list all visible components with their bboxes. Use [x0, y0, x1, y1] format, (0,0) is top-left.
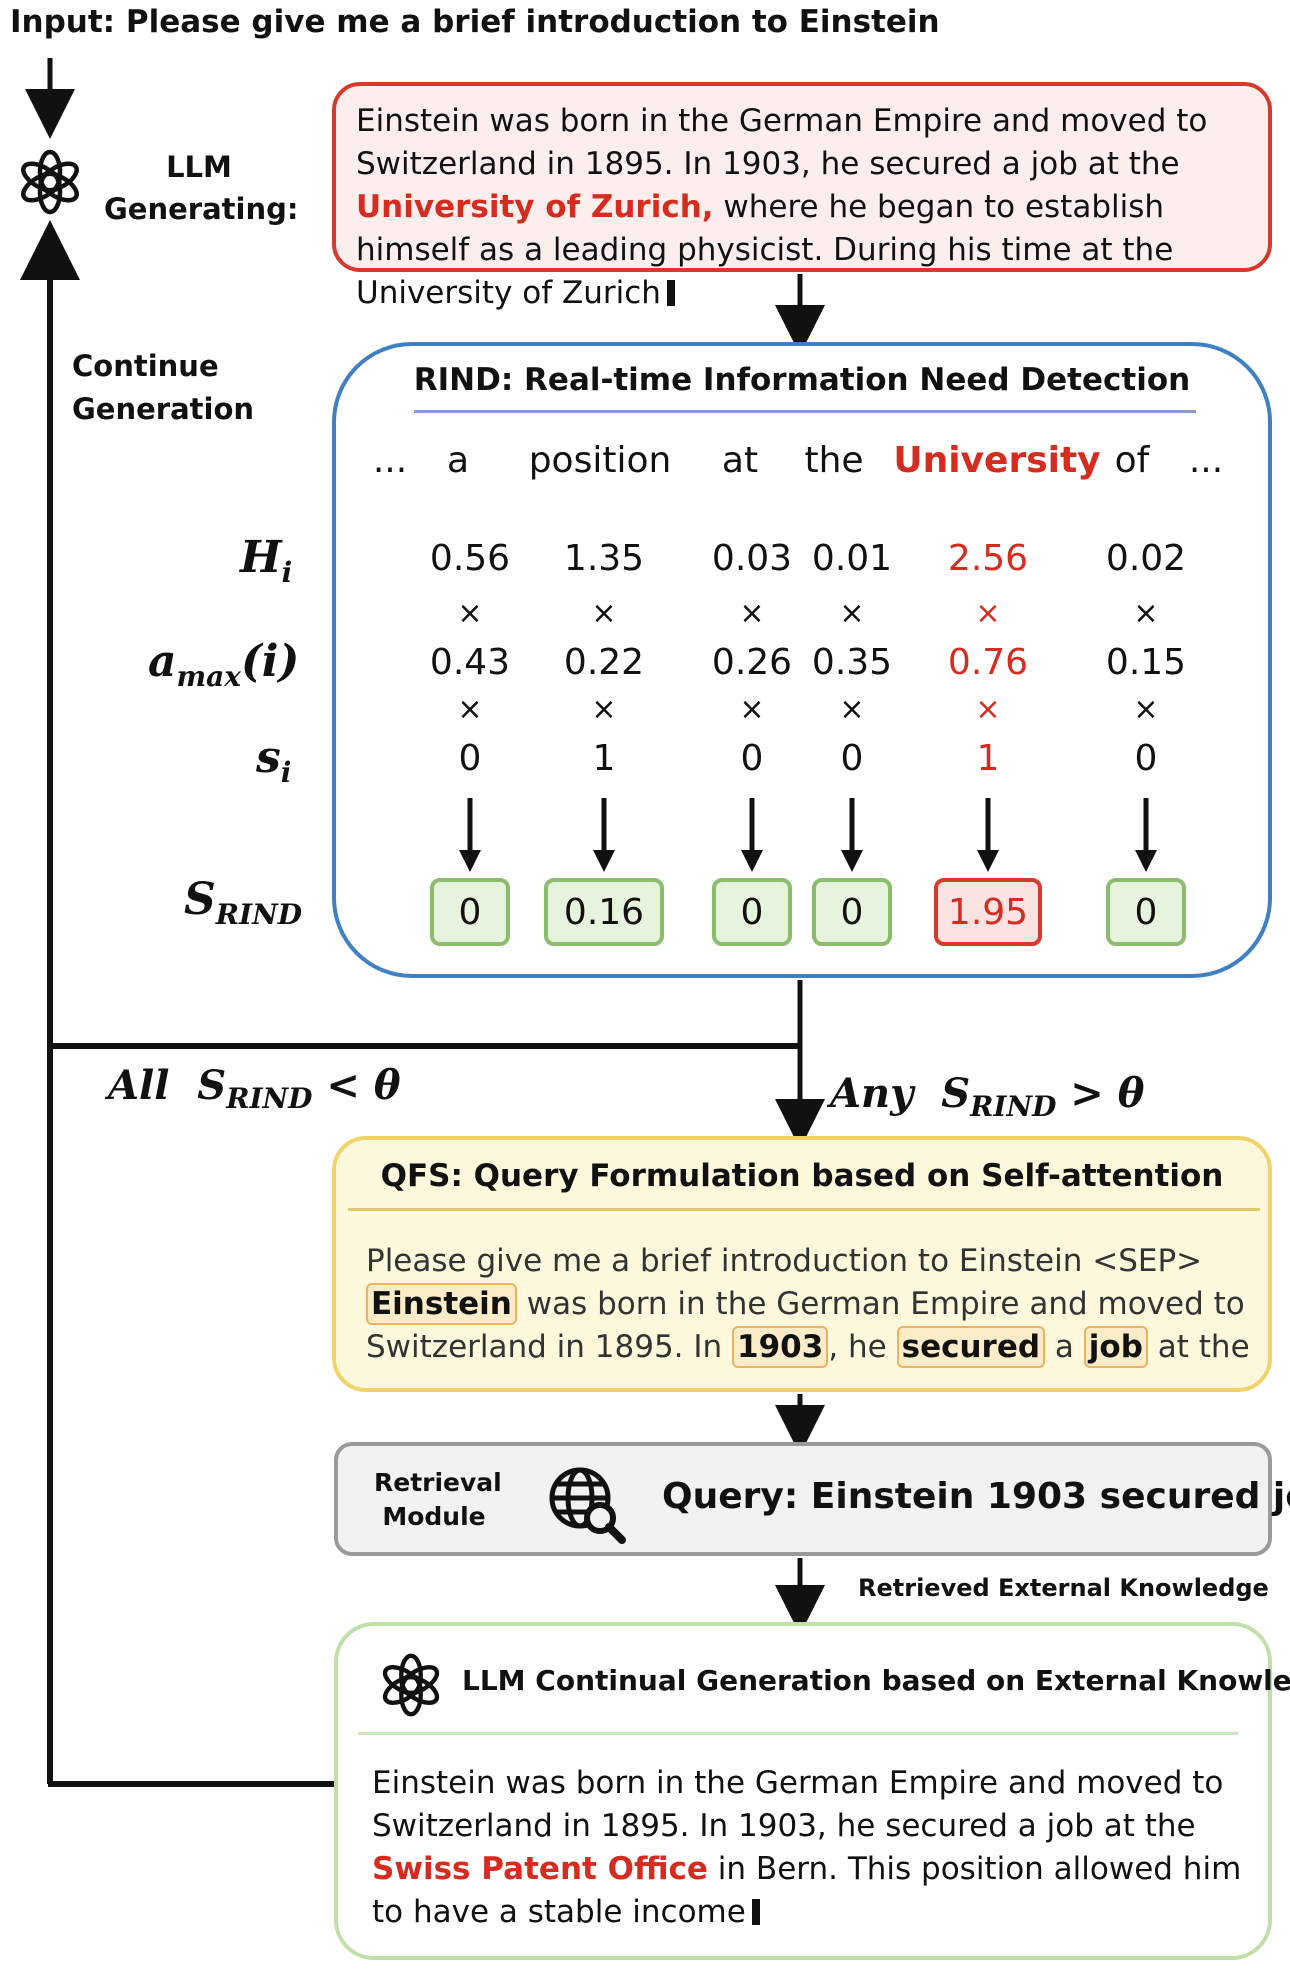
generated-text: Einstein was born in the German Empire a… [356, 103, 1208, 311]
rind-token: at [721, 440, 759, 481]
generated-text-box: Einstein was born in the German Empire a… [332, 82, 1272, 311]
continual-generation-highlight: Swiss Patent Office [372, 1851, 708, 1887]
all-below-threshold-condition: All SRIND < θ [108, 1062, 401, 1115]
multiply-symbol: × [839, 596, 865, 631]
semantic-value: 1 [592, 738, 616, 779]
attention-value: 0.35 [811, 642, 893, 683]
text-cursor [751, 1899, 760, 1925]
continue-generation-label: Continue Generation [72, 349, 255, 426]
multiply-symbol: × [591, 692, 617, 727]
multiply-symbol: × [591, 596, 617, 631]
column-arrow-head [977, 850, 999, 872]
attention-value: 0.26 [711, 642, 793, 683]
entropy-row-label: Hi [240, 532, 293, 589]
rind-token: position [528, 440, 672, 481]
multiply-symbol: × [975, 692, 1001, 727]
rind-token: ... [372, 440, 408, 481]
rind-token: University [893, 440, 1101, 481]
qfs-text: Please give me a brief introduction to E… [366, 1240, 1266, 1369]
column-arrow-head [459, 850, 481, 872]
semantic-row-label: si [256, 732, 292, 789]
semantic-value: 0 [740, 738, 764, 779]
any-above-threshold-condition: Any SRIND > θ [830, 1070, 1145, 1123]
attention-value: 0.22 [563, 642, 645, 683]
text-cursor [666, 280, 675, 306]
rind-panel: RIND: Real-time Information Need Detecti… [332, 342, 1272, 978]
rind-score-box: 1.95 [934, 878, 1042, 946]
column-arrow-head [1135, 850, 1157, 872]
rind-score-box: 0 [712, 878, 792, 946]
attention-row-label: amax(i) [148, 636, 300, 693]
globe-search-icon [549, 1467, 626, 1544]
attention-value: 0.15 [1105, 642, 1187, 683]
rind-title: RIND: Real-time Information Need Detecti… [413, 362, 1191, 398]
semantic-value: 0 [840, 738, 864, 779]
qfs-title: QFS: Query Formulation based on Self-att… [380, 1158, 1224, 1194]
qfs-keyword: Einstein [366, 1283, 517, 1325]
openai-logo-icon [21, 149, 79, 215]
retrieved-knowledge-label: Retrieved External Knowledge [858, 1574, 1269, 1602]
llm-generating-label: LLM Generating: [104, 150, 299, 226]
rind-token: ... [1188, 440, 1224, 481]
rind-score-box: 0.16 [544, 878, 664, 946]
entropy-value: 0.56 [429, 538, 511, 579]
continual-generation-text: Einstein was born in the German Empire a… [372, 1765, 1242, 1930]
retrieval-module-panel: Retrieval Module Query: Einstein 1903 se… [334, 1442, 1290, 1556]
multiply-symbol: × [975, 596, 1001, 631]
rind-score-box: 0 [1106, 878, 1186, 946]
multiply-symbol: × [839, 692, 865, 727]
rind-divider [414, 410, 1196, 413]
retrieval-module-label: Retrieval Module [374, 1468, 502, 1531]
rind-token: of [1114, 440, 1150, 481]
rind-token: the [804, 440, 864, 481]
entropy-value: 2.56 [947, 538, 1029, 579]
qfs-keyword: job [1083, 1326, 1148, 1368]
attention-value: 0.76 [947, 642, 1029, 683]
rind-token: a [446, 440, 470, 481]
rind-score-box: 0 [430, 878, 510, 946]
qfs-keyword: secured [896, 1326, 1046, 1368]
qfs-panel: QFS: Query Formulation based on Self-att… [332, 1136, 1272, 1392]
multiply-symbol: × [1133, 692, 1159, 727]
score-row-label: SRIND [184, 874, 303, 931]
continual-generation-panel: LLM Continual Generation based on Extern… [334, 1622, 1290, 1960]
multiply-symbol: × [739, 596, 765, 631]
generated-text-highlight: University of Zurich, [356, 189, 714, 225]
entropy-value: 1.35 [563, 538, 645, 579]
semantic-value: 1 [976, 738, 1000, 779]
entropy-value: 0.03 [711, 538, 793, 579]
qfs-keyword: 1903 [732, 1326, 829, 1368]
column-arrow-head [741, 850, 763, 872]
continual-generation-divider [358, 1732, 1238, 1735]
semantic-value: 0 [458, 738, 482, 779]
column-arrow-head [841, 850, 863, 872]
semantic-value: 0 [1134, 738, 1158, 779]
multiply-symbol: × [739, 692, 765, 727]
entropy-value: 0.01 [811, 538, 893, 579]
attention-value: 0.43 [429, 642, 511, 683]
multiply-symbol: × [1133, 596, 1159, 631]
rind-score-box: 0 [812, 878, 892, 946]
qfs-divider [348, 1208, 1260, 1211]
multiply-symbol: × [457, 692, 483, 727]
entropy-value: 0.02 [1105, 538, 1187, 579]
openai-logo-icon [382, 1653, 440, 1717]
column-arrow-head [593, 850, 615, 872]
continual-generation-title: LLM Continual Generation based on Extern… [462, 1664, 1290, 1697]
input-prompt: Input: Please give me a brief introducti… [10, 4, 940, 40]
multiply-symbol: × [457, 596, 483, 631]
retrieval-query: Query: Einstein 1903 secured job [662, 1476, 1290, 1517]
